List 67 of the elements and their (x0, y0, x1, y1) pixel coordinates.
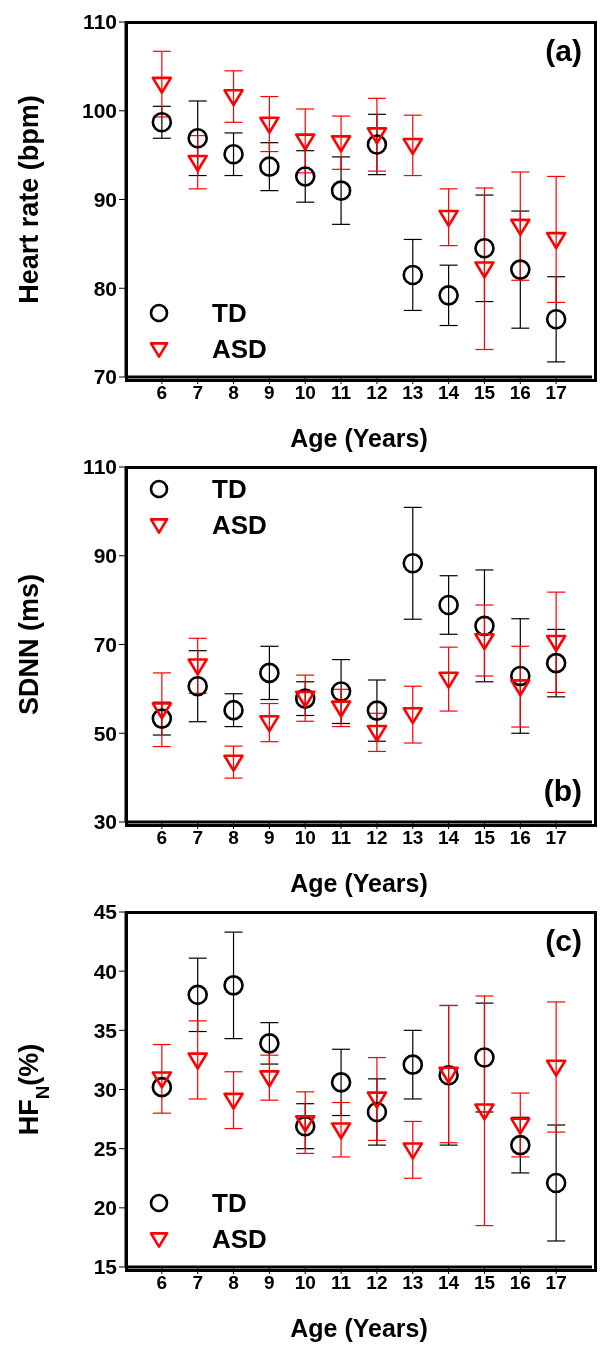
y-tick-label: 30 (93, 1077, 117, 1101)
annotation: (b) (543, 774, 582, 808)
y-tick-label: 40 (93, 959, 117, 983)
x-tick-label: 15 (473, 1272, 496, 1294)
x-tick-label: 15 (473, 827, 496, 849)
legend-label: TD (212, 473, 247, 505)
x-tick-label: 13 (402, 1272, 424, 1294)
x-tick-label: 10 (294, 1272, 316, 1294)
x-tick-label: 17 (545, 827, 567, 849)
x-tick-label: 8 (228, 382, 239, 404)
x-tick-label: 11 (331, 1272, 352, 1294)
x-tick-label: 7 (192, 827, 203, 849)
x-tick-label: 13 (402, 382, 424, 404)
y-tick-label: 110 (83, 455, 117, 479)
y-tick-label: 90 (93, 187, 117, 211)
y-tick-label: 90 (93, 544, 117, 568)
x-tick-label: 9 (264, 1272, 275, 1294)
y-tick-label: 100 (81, 99, 117, 123)
legend-label: ASD (212, 1223, 267, 1255)
x-tick-label: 11 (331, 827, 352, 849)
y-tick-label: 70 (93, 365, 117, 389)
x-tick-label: 8 (228, 1272, 239, 1294)
legend-label: TD (212, 1187, 247, 1219)
y-tick-label: 110 (83, 10, 117, 34)
x-axis-title: Age (Years) (290, 1314, 428, 1342)
x-tick-label: 15 (473, 382, 496, 404)
y-tick-label: 70 (93, 632, 117, 656)
legend-label: ASD (212, 333, 267, 365)
annotation: (c) (545, 924, 582, 958)
x-tick-label: 9 (264, 382, 275, 404)
y-tick-label: 15 (93, 1255, 118, 1279)
x-tick-label: 17 (545, 382, 567, 404)
y-axis-title: Heart rate (bpm) (14, 95, 44, 304)
x-tick-label: 6 (156, 382, 168, 404)
x-tick-label: 14 (438, 1272, 460, 1294)
x-axis-title: Age (Years) (290, 424, 428, 452)
x-tick-label: 9 (264, 827, 275, 849)
x-tick-label: 7 (192, 382, 203, 404)
y-axis-title: SDNN (ms) (14, 573, 44, 716)
x-tick-label: 14 (438, 827, 460, 849)
y-tick-label: 80 (93, 276, 117, 300)
x-tick-label: 16 (509, 1272, 531, 1294)
x-tick-label: 7 (192, 1272, 203, 1294)
x-tick-label: 10 (294, 827, 316, 849)
x-tick-label: 16 (509, 382, 531, 404)
y-tick-label: 35 (93, 1018, 118, 1042)
y-tick-label: 50 (93, 721, 117, 745)
x-tick-label: 10 (294, 382, 316, 404)
x-tick-label: 16 (509, 827, 531, 849)
y-tick-label: 45 (93, 900, 118, 924)
y-tick-label: 30 (93, 810, 117, 834)
x-tick-label: 12 (366, 382, 388, 404)
x-tick-label: 12 (366, 827, 388, 849)
annotation: (a) (545, 34, 582, 68)
x-tick-label: 13 (402, 827, 424, 849)
legend-label: TD (212, 297, 247, 329)
y-tick-label: 20 (93, 1196, 117, 1220)
x-tick-label: 14 (438, 382, 460, 404)
x-axis-title: Age (Years) (290, 869, 428, 897)
x-tick-label: 6 (156, 827, 168, 849)
x-tick-label: 6 (156, 1272, 168, 1294)
x-tick-label: 12 (366, 1272, 388, 1294)
y-tick-label: 25 (93, 1137, 118, 1161)
x-tick-label: 11 (331, 382, 352, 404)
x-tick-label: 17 (545, 1272, 567, 1294)
legend-label: ASD (212, 509, 267, 541)
x-tick-label: 8 (228, 827, 239, 849)
